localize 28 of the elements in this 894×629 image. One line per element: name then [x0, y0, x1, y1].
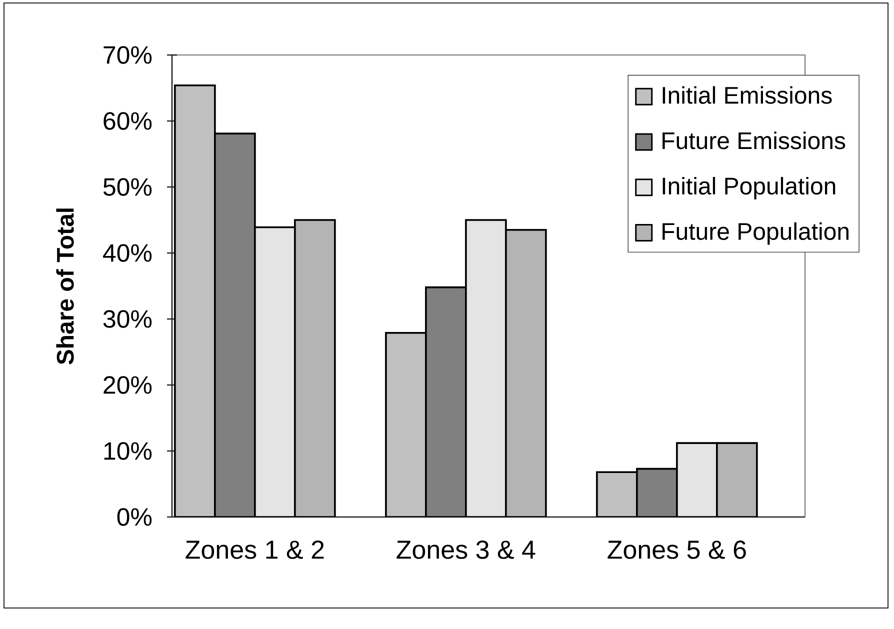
bar [385, 332, 427, 517]
y-tick-label: 40% [103, 244, 152, 262]
x-tick-label: Zones 1 & 2 [186, 540, 324, 559]
bar [174, 84, 216, 517]
legend-label: Initial Population [662, 176, 836, 200]
x-tick-label: Zones 3 & 4 [396, 540, 536, 559]
bar [505, 229, 547, 517]
bar [465, 219, 507, 517]
bar [636, 468, 678, 517]
bar [425, 286, 467, 517]
legend-label: Future Emissions [662, 132, 846, 150]
legend-label: Future Population [662, 222, 848, 245]
x-tick-label: Zones 5 & 6 [608, 540, 746, 559]
y-tick-label: 30% [103, 310, 152, 328]
bar [596, 471, 638, 517]
y-tick-label: 10% [104, 442, 152, 460]
y-tick-label: 60% [104, 112, 152, 130]
y-tick-label: 20% [104, 376, 152, 394]
bar [294, 219, 336, 517]
bar [214, 132, 256, 517]
bar [254, 226, 296, 517]
bar [716, 442, 758, 517]
y-tick-label: 70% [104, 46, 152, 64]
y-tick-label: 50% [103, 178, 152, 196]
y-axis-title: Share of Total [56, 208, 74, 364]
y-tick-label: 0% [117, 508, 152, 526]
legend-label: Initial Emissions [662, 86, 832, 104]
bar [676, 442, 718, 517]
